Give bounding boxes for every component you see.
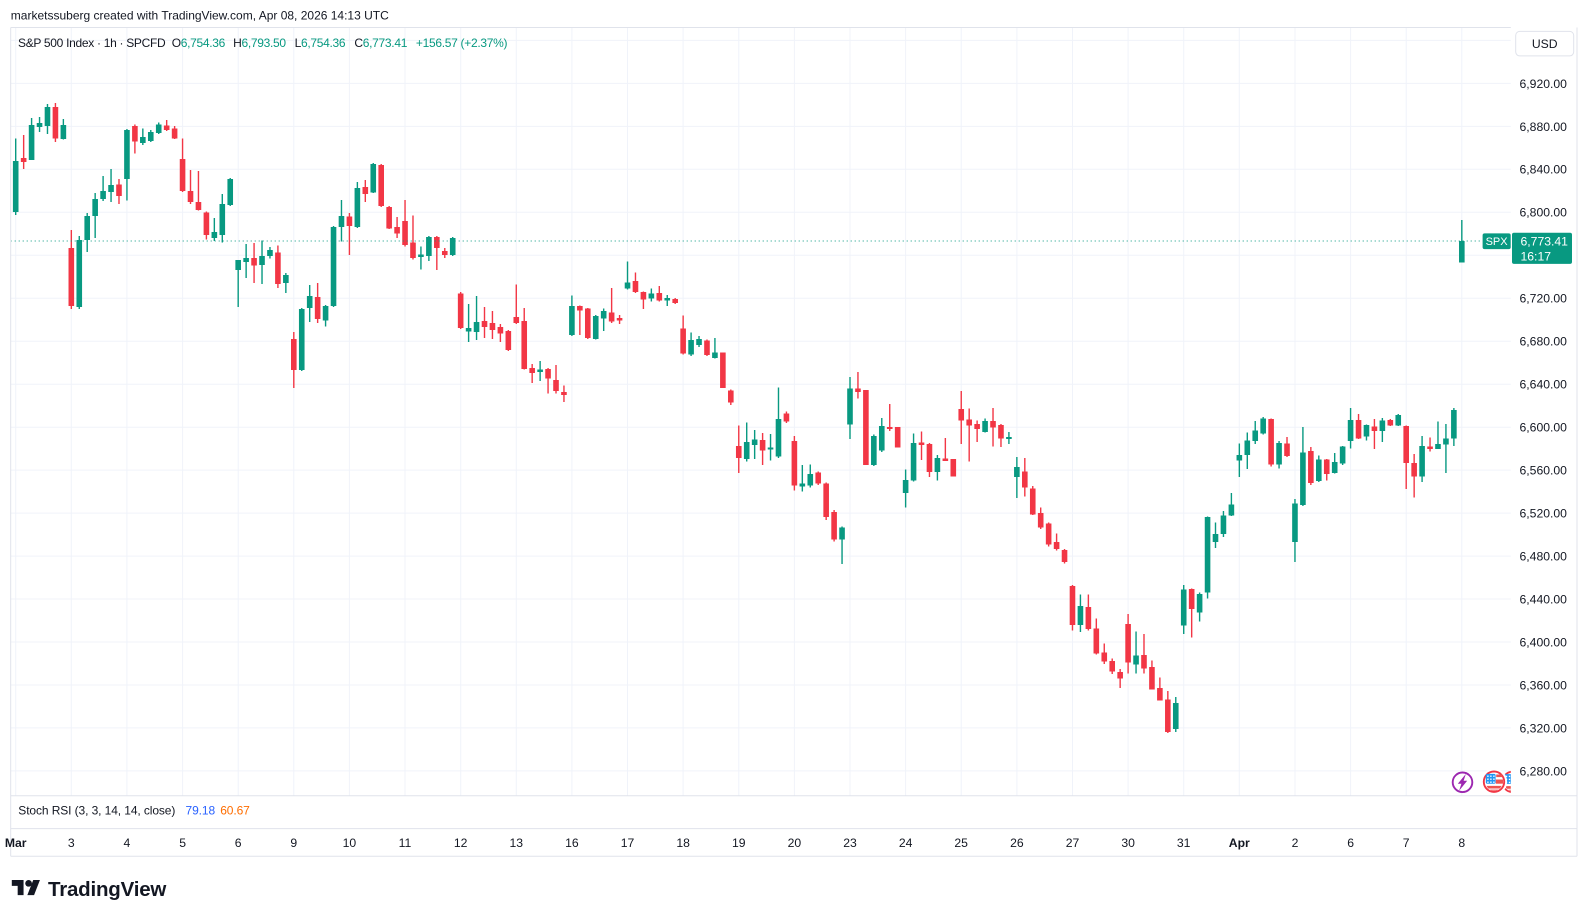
svg-text:18: 18 — [676, 836, 690, 850]
svg-text:H6,793.50: H6,793.50 — [233, 36, 286, 50]
svg-text:60.67: 60.67 — [220, 804, 250, 818]
svg-text:12: 12 — [454, 836, 468, 850]
svg-text:+156.57 (+2.37%): +156.57 (+2.37%) — [416, 36, 508, 50]
svg-text:O6,754.36: O6,754.36 — [172, 36, 226, 50]
svg-text:6,880.00: 6,880.00 — [1520, 120, 1568, 134]
svg-text:6: 6 — [1347, 836, 1354, 850]
svg-text:27: 27 — [1066, 836, 1080, 850]
svg-text:6,440.00: 6,440.00 — [1520, 592, 1568, 606]
svg-text:6,520.00: 6,520.00 — [1520, 507, 1568, 521]
svg-text:2: 2 — [1292, 836, 1299, 850]
svg-text:17: 17 — [621, 836, 635, 850]
svg-text:6,840.00: 6,840.00 — [1520, 163, 1568, 177]
svg-text:6,320.00: 6,320.00 — [1520, 721, 1568, 735]
svg-text:19: 19 — [732, 836, 746, 850]
svg-text:6,773.41: 6,773.41 — [1521, 235, 1569, 249]
svg-text:16:17: 16:17 — [1521, 250, 1552, 264]
svg-text:L6,754.36: L6,754.36 — [295, 36, 346, 50]
svg-text:6,560.00: 6,560.00 — [1520, 464, 1568, 478]
svg-text:6,800.00: 6,800.00 — [1520, 206, 1568, 220]
svg-text:Mar: Mar — [5, 836, 27, 850]
svg-text:TradingView: TradingView — [48, 878, 166, 901]
svg-text:8: 8 — [1458, 836, 1465, 850]
svg-text:79.18: 79.18 — [186, 804, 216, 818]
svg-text:C6,773.41: C6,773.41 — [354, 36, 407, 50]
svg-text:10: 10 — [343, 836, 357, 850]
svg-text:6,680.00: 6,680.00 — [1520, 335, 1568, 349]
svg-text:4: 4 — [124, 836, 131, 850]
svg-text:marketssuberg created with Tra: marketssuberg created with TradingView.c… — [11, 9, 389, 23]
svg-text:9: 9 — [290, 836, 297, 850]
svg-text:13: 13 — [510, 836, 524, 850]
svg-text:6,640.00: 6,640.00 — [1520, 378, 1568, 392]
svg-text:Apr: Apr — [1229, 836, 1250, 850]
svg-text:6,400.00: 6,400.00 — [1520, 635, 1568, 649]
svg-text:6,920.00: 6,920.00 — [1520, 77, 1568, 91]
svg-text:SPX: SPX — [1486, 236, 1509, 248]
svg-text:30: 30 — [1121, 836, 1135, 850]
svg-text:5: 5 — [179, 836, 186, 850]
svg-text:20: 20 — [788, 836, 802, 850]
svg-text:6,280.00: 6,280.00 — [1520, 764, 1568, 778]
svg-text:16: 16 — [565, 836, 579, 850]
svg-text:31: 31 — [1177, 836, 1191, 850]
svg-text:6,600.00: 6,600.00 — [1520, 421, 1568, 435]
svg-text:6,360.00: 6,360.00 — [1520, 678, 1568, 692]
svg-text:26: 26 — [1010, 836, 1024, 850]
svg-text:23: 23 — [843, 836, 857, 850]
svg-text:7: 7 — [1403, 836, 1410, 850]
svg-text:3: 3 — [68, 836, 75, 850]
svg-text:6: 6 — [235, 836, 242, 850]
svg-text:24: 24 — [899, 836, 913, 850]
svg-text:11: 11 — [399, 836, 412, 850]
svg-text:6,480.00: 6,480.00 — [1520, 550, 1568, 564]
svg-text:USD: USD — [1532, 37, 1558, 51]
svg-text:25: 25 — [954, 836, 968, 850]
svg-text:Stoch RSI (3, 3, 14, 14, close: Stoch RSI (3, 3, 14, 14, close) — [18, 804, 175, 818]
svg-text:S&P 500 Index · 1h · SPCFD: S&P 500 Index · 1h · SPCFD — [18, 36, 166, 50]
svg-text:6,720.00: 6,720.00 — [1520, 292, 1568, 306]
